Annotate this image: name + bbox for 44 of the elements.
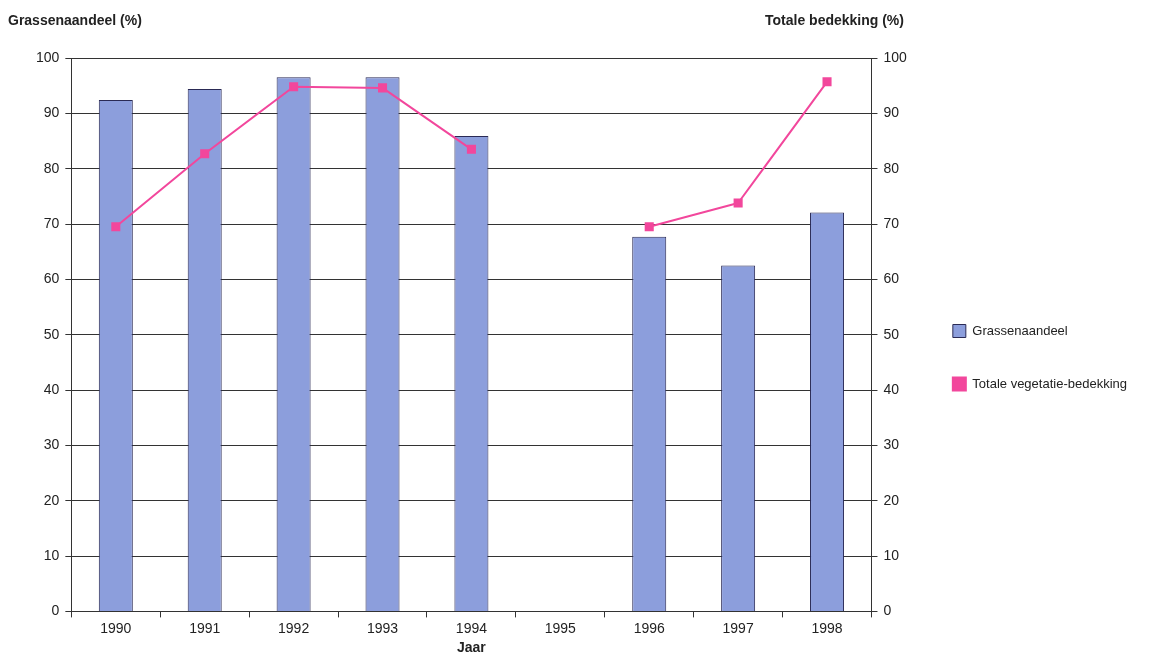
point — [111, 222, 121, 232]
y2-tick-label: 40 — [883, 380, 900, 397]
y-tick-label: 40 — [43, 380, 60, 397]
y-tick-label: 20 — [43, 491, 60, 508]
y-tick-label: 90 — [43, 104, 60, 121]
x-tick-label: 1997 — [722, 619, 754, 636]
y-tick-label: 30 — [43, 436, 60, 453]
legend-label: Totale vegetatie-bedekking — [972, 375, 1128, 391]
y2-tick-label: 90 — [883, 104, 900, 121]
y2-tick-label: 20 — [883, 491, 900, 508]
legend-label: Grassenaandeel — [972, 322, 1068, 338]
x-tick-label: 1992 — [278, 619, 310, 636]
y2-tick-label: 80 — [883, 159, 900, 176]
x-tick-label: 1991 — [189, 619, 221, 636]
point — [200, 149, 210, 159]
x-tick-label: 1994 — [455, 619, 488, 636]
y-tick-label: 60 — [43, 270, 60, 287]
point — [733, 198, 743, 208]
y-tick-label: 100 — [36, 48, 60, 65]
point — [377, 83, 388, 93]
y2-axis-title: Totale bedekking (%) — [765, 12, 904, 28]
y2-tick-label: 10 — [883, 546, 900, 563]
y-tick-label: 70 — [43, 214, 60, 231]
y-tick-label: 80 — [43, 159, 60, 176]
y-axis-title: Grassenaandeel (%) — [8, 12, 142, 28]
x-tick-label: 1993 — [366, 619, 399, 636]
x-tick-label: 1995 — [544, 619, 577, 636]
x-axis-title: Jaar — [457, 639, 487, 656]
y2-tick-label: 0 — [883, 602, 892, 619]
y2-tick-label: 50 — [883, 325, 900, 342]
point — [822, 77, 832, 87]
x-tick-label: 1998 — [811, 619, 843, 636]
point — [644, 222, 654, 232]
y-tick-label: 0 — [51, 602, 60, 619]
y2-tick-label: 60 — [883, 270, 900, 287]
x-tick-label: 1990 — [100, 619, 132, 636]
y2-tick-label: 70 — [883, 214, 900, 231]
y2-tick-label: 30 — [883, 436, 900, 453]
x-tick-label: 1996 — [633, 619, 665, 636]
y-tick-label: 10 — [43, 546, 60, 563]
point — [466, 144, 476, 154]
point — [289, 82, 299, 92]
y2-tick-label: 100 — [883, 48, 908, 65]
y-tick-label: 50 — [43, 325, 60, 342]
